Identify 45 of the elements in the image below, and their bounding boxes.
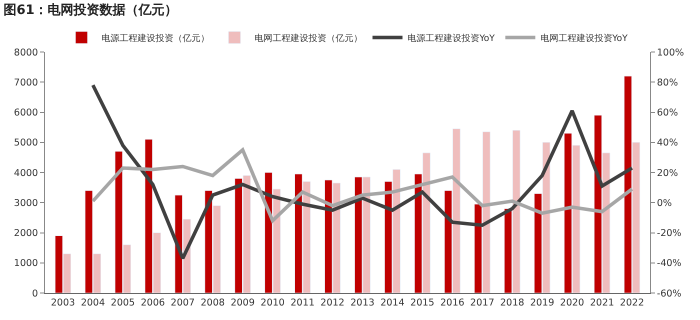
x-tick-label: 2008 — [200, 297, 225, 308]
x-tick-label: 2006 — [140, 297, 165, 308]
legend-label: 电源工程建设投资YoY — [408, 33, 496, 44]
line-series — [91, 148, 634, 222]
x-tick-label: 2015 — [410, 297, 434, 308]
x-tick-label: 2014 — [380, 297, 405, 308]
x-tick-label: 2003 — [50, 297, 76, 308]
x-tick-label: 2011 — [290, 297, 315, 308]
y2-tick-label: 100% — [656, 47, 684, 58]
legend-label: 电网工程建设投资YoY — [540, 33, 628, 44]
y2-tick-label: -40% — [656, 258, 682, 270]
chart-title: 图61：电网投资数据（亿元） — [4, 2, 178, 18]
y2-tick-label: -20% — [656, 228, 682, 240]
x-tick-label: 2007 — [170, 297, 195, 308]
y-tick-label: 0 — [32, 288, 38, 300]
x-tick-label: 2018 — [500, 297, 524, 308]
y2-tick-label: 0% — [656, 198, 672, 209]
x-tick-label: 2021 — [590, 297, 614, 308]
x-tick-label: 2017 — [470, 297, 494, 308]
x-tick-label: 2019 — [530, 297, 554, 308]
x-tick-label: 2005 — [110, 297, 135, 308]
line-series — [91, 83, 634, 260]
y2-tick-label: 20% — [656, 168, 678, 179]
y-tick-label: 7000 — [14, 77, 38, 88]
x-tick-label: 2009 — [230, 297, 255, 308]
y2-tick-label: -60% — [656, 288, 682, 300]
x-tick-label: 2012 — [320, 297, 345, 308]
y-tick-label: 2000 — [14, 228, 38, 240]
y-tick-label: 4000 — [14, 168, 38, 179]
y-tick-label: 3000 — [14, 198, 38, 209]
x-tick-label: 2020 — [560, 297, 584, 308]
x-tick-label: 2010 — [260, 297, 285, 308]
legend-label: 电源工程建设投资（亿元） — [102, 33, 210, 44]
y2-tick-label: 40% — [656, 138, 678, 149]
legend-label: 电网工程建设投资（亿元） — [254, 33, 362, 44]
y-tick-label: 8000 — [14, 47, 38, 58]
x-tick-label: 2022 — [620, 297, 644, 308]
x-tick-label: 2013 — [350, 297, 375, 308]
x-tick-label: 2004 — [80, 297, 106, 308]
y2-tick-label: 60% — [656, 108, 678, 119]
y-tick-label: 6000 — [14, 108, 38, 119]
x-tick-label: 2016 — [440, 297, 464, 308]
y2-tick-label: 80% — [656, 77, 678, 88]
y-tick-label: 1000 — [14, 258, 38, 270]
y-tick-label: 5000 — [14, 138, 38, 149]
